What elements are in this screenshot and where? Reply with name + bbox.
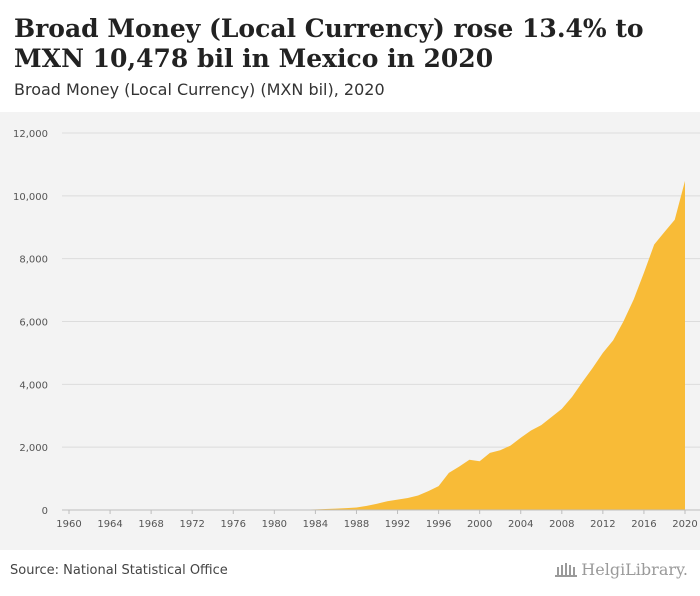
x-tick-label: 1984 xyxy=(303,519,328,530)
x-tick-label: 2012 xyxy=(590,519,615,530)
x-tick-label: 1988 xyxy=(344,519,369,530)
area-series xyxy=(69,180,685,510)
x-tick-label: 1992 xyxy=(385,519,410,530)
y-tick-label: 12,000 xyxy=(13,129,48,140)
y-tick-label: 0 xyxy=(42,506,48,517)
x-tick-label: 1960 xyxy=(56,519,81,530)
chart-plot-area: 0 2,000 4,000 6,000 8,000 10,000 12,000 1960 196… xyxy=(0,112,700,550)
area-chart: 0 2,000 4,000 6,000 8,000 10,000 12,000 1960 196… xyxy=(13,129,700,530)
x-tick-label: 2008 xyxy=(549,519,574,530)
x-tick-label: 1996 xyxy=(426,519,451,530)
y-tick-label: 10,000 xyxy=(13,192,48,203)
logo-text: HelgiLibrary. xyxy=(581,560,688,579)
x-tick-label: 1980 xyxy=(262,519,287,530)
source-note: Source: National Statistical Office xyxy=(10,563,228,578)
x-tick-label: 1964 xyxy=(97,519,122,530)
helgilibrary-logo: HelgiLibrary. xyxy=(554,560,688,579)
x-tick-label: 2016 xyxy=(631,519,656,530)
y-tick-label: 2,000 xyxy=(19,443,48,454)
library-building-icon xyxy=(555,562,578,577)
x-tick-label: 2004 xyxy=(508,519,533,530)
y-tick-label: 4,000 xyxy=(19,380,48,391)
chart-header: Broad Money (Local Currency) rose 13.4% … xyxy=(0,0,700,112)
x-tick-label: 2000 xyxy=(467,519,492,530)
x-tick-label: 2020 xyxy=(672,519,697,530)
y-tick-label: 6,000 xyxy=(19,318,48,329)
x-tick-label: 1968 xyxy=(138,519,163,530)
chart-subtitle: Broad Money (Local Currency) (MXN bil), … xyxy=(14,80,385,99)
y-tick-label: 8,000 xyxy=(19,255,48,266)
chart-title: Broad Money (Local Currency) rose 13.4% … xyxy=(14,14,644,73)
x-tick-label: 1976 xyxy=(221,519,246,530)
x-tick-label: 1972 xyxy=(179,519,204,530)
